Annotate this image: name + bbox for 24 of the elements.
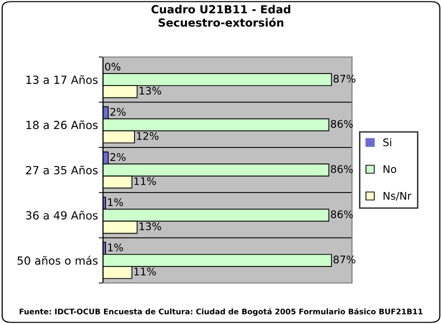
data-label: 87% xyxy=(334,256,356,264)
y-tick-label: 18 a 26 Años xyxy=(26,120,98,130)
legend-label: No xyxy=(384,165,396,174)
data-label: 0% xyxy=(105,62,120,71)
data-label: 86% xyxy=(330,120,353,128)
data-label: 11% xyxy=(134,268,156,276)
y-tick-label: 13 a 17 Años xyxy=(26,75,98,84)
y-tick-label: 50 años o más xyxy=(18,256,98,265)
chart-title: Cuadro U21B11 - Edad Secuestro-extorsión xyxy=(151,4,290,27)
data-label: 1% xyxy=(108,243,123,252)
data-label: 2% xyxy=(110,153,126,161)
data-label: 1% xyxy=(108,198,123,206)
legend-label: Si xyxy=(383,138,392,146)
data-label: 13% xyxy=(140,86,162,95)
data-label: 86% xyxy=(330,165,353,174)
data-label: 12% xyxy=(137,132,158,140)
legend-label: Ns/Nr xyxy=(384,192,412,201)
data-label: 11% xyxy=(134,177,156,186)
y-tick-label: 36 a 49 Años xyxy=(26,210,98,220)
data-label: 87% xyxy=(334,74,356,83)
data-label: 2% xyxy=(110,108,126,116)
data-label: 86% xyxy=(330,210,353,218)
data-label: 13% xyxy=(140,222,162,230)
y-tick-label: 27 a 35 Años xyxy=(26,166,98,174)
